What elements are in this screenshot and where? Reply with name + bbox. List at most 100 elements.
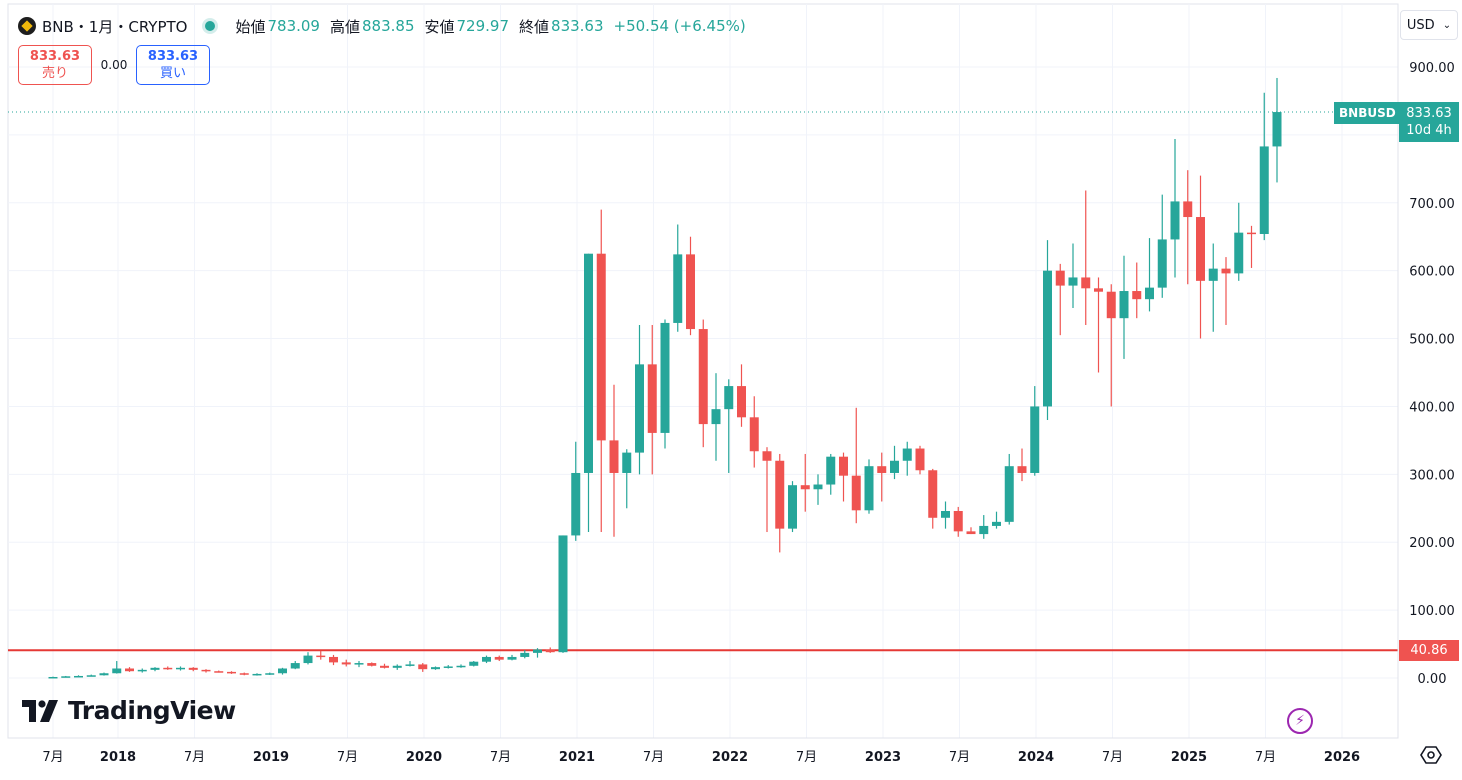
candle[interactable] [1081, 190, 1091, 325]
candle[interactable] [992, 511, 1001, 529]
gear-icon[interactable] [1420, 744, 1442, 766]
candle[interactable] [788, 481, 797, 533]
candle[interactable] [596, 209, 606, 533]
candle[interactable] [392, 664, 402, 670]
candle[interactable] [953, 506, 963, 537]
candle[interactable] [622, 449, 632, 509]
candle[interactable] [890, 445, 899, 480]
candle[interactable] [278, 667, 287, 675]
candle[interactable] [1094, 277, 1103, 373]
candle[interactable] [1119, 255, 1129, 359]
candle[interactable] [660, 319, 670, 449]
candle[interactable] [571, 441, 581, 541]
candle[interactable] [214, 670, 224, 673]
candle[interactable] [928, 468, 938, 529]
candle[interactable] [239, 672, 249, 676]
candle[interactable] [1170, 138, 1180, 278]
candle[interactable] [1196, 175, 1205, 339]
candle[interactable] [176, 666, 185, 671]
candle[interactable] [839, 452, 848, 502]
candle[interactable] [635, 324, 644, 475]
candle[interactable] [341, 659, 351, 667]
candle[interactable] [1183, 170, 1193, 285]
candle[interactable] [354, 661, 364, 668]
candle[interactable] [979, 515, 989, 539]
candle[interactable] [201, 669, 211, 673]
candle[interactable] [749, 396, 759, 468]
candle[interactable] [482, 655, 491, 664]
candle[interactable] [1247, 225, 1256, 268]
candle[interactable] [966, 527, 976, 535]
candle[interactable] [800, 453, 810, 512]
candle[interactable] [443, 665, 453, 669]
candle[interactable] [558, 535, 568, 653]
buy-button[interactable]: 833.63 買い [136, 45, 210, 85]
candle[interactable] [813, 474, 823, 505]
candle[interactable] [877, 452, 887, 502]
candle[interactable] [1043, 240, 1052, 421]
currency-select[interactable]: USD ⌄ [1400, 10, 1458, 40]
candle[interactable] [405, 661, 415, 667]
candle[interactable] [762, 447, 772, 533]
candle[interactable] [545, 647, 555, 653]
candle[interactable] [61, 675, 71, 678]
candle[interactable] [915, 445, 925, 475]
candle[interactable] [469, 661, 479, 667]
candle[interactable] [520, 650, 530, 659]
candle[interactable] [380, 663, 389, 669]
candle[interactable] [418, 663, 428, 672]
tradingview-logo[interactable]: TradingView [22, 696, 236, 725]
candle[interactable] [99, 672, 109, 676]
candle[interactable] [86, 674, 96, 677]
candle[interactable] [775, 453, 785, 553]
candle[interactable] [48, 676, 58, 679]
candle[interactable] [1234, 202, 1244, 281]
candle[interactable] [584, 253, 593, 533]
candle[interactable] [163, 666, 173, 670]
candle[interactable] [1259, 92, 1269, 241]
candle[interactable] [1106, 284, 1116, 407]
candle[interactable] [265, 672, 275, 675]
candle[interactable] [137, 668, 147, 673]
candle[interactable] [851, 407, 861, 524]
lightning-icon[interactable]: ⚡ [1287, 708, 1313, 734]
candle[interactable] [941, 501, 950, 529]
candle[interactable] [1157, 194, 1167, 298]
candle[interactable] [686, 236, 695, 336]
candle[interactable] [698, 319, 708, 448]
symbol-title[interactable]: BNB・1月・CRYPTO [42, 17, 188, 36]
candle[interactable] [1017, 448, 1027, 482]
candle[interactable] [647, 324, 657, 475]
candle[interactable] [1055, 263, 1065, 336]
candle[interactable] [609, 384, 619, 537]
candle[interactable] [252, 673, 262, 676]
candle[interactable] [290, 661, 300, 670]
candle[interactable] [902, 441, 912, 476]
candle[interactable] [1132, 262, 1142, 319]
candle[interactable] [507, 654, 517, 661]
candle[interactable] [1208, 243, 1218, 332]
candle[interactable] [1068, 243, 1078, 309]
candle[interactable] [303, 652, 313, 665]
candle[interactable] [737, 364, 746, 427]
candle[interactable] [533, 648, 542, 658]
candle[interactable] [227, 671, 236, 674]
candle[interactable] [188, 667, 198, 672]
candle[interactable] [431, 666, 440, 670]
candle[interactable] [1145, 238, 1154, 312]
candle[interactable] [74, 675, 83, 678]
candle[interactable] [456, 664, 466, 668]
candle[interactable] [673, 224, 683, 332]
sell-button[interactable]: 833.63 売り [18, 45, 92, 85]
candle[interactable] [1030, 386, 1040, 476]
candle[interactable] [711, 373, 721, 461]
candle[interactable] [864, 459, 874, 514]
candle[interactable] [724, 379, 734, 473]
candle[interactable] [1221, 257, 1231, 325]
candle[interactable] [826, 453, 836, 495]
candle[interactable] [316, 650, 326, 660]
candle[interactable] [1004, 453, 1014, 525]
candle[interactable] [125, 667, 134, 672]
candle[interactable] [150, 667, 160, 672]
